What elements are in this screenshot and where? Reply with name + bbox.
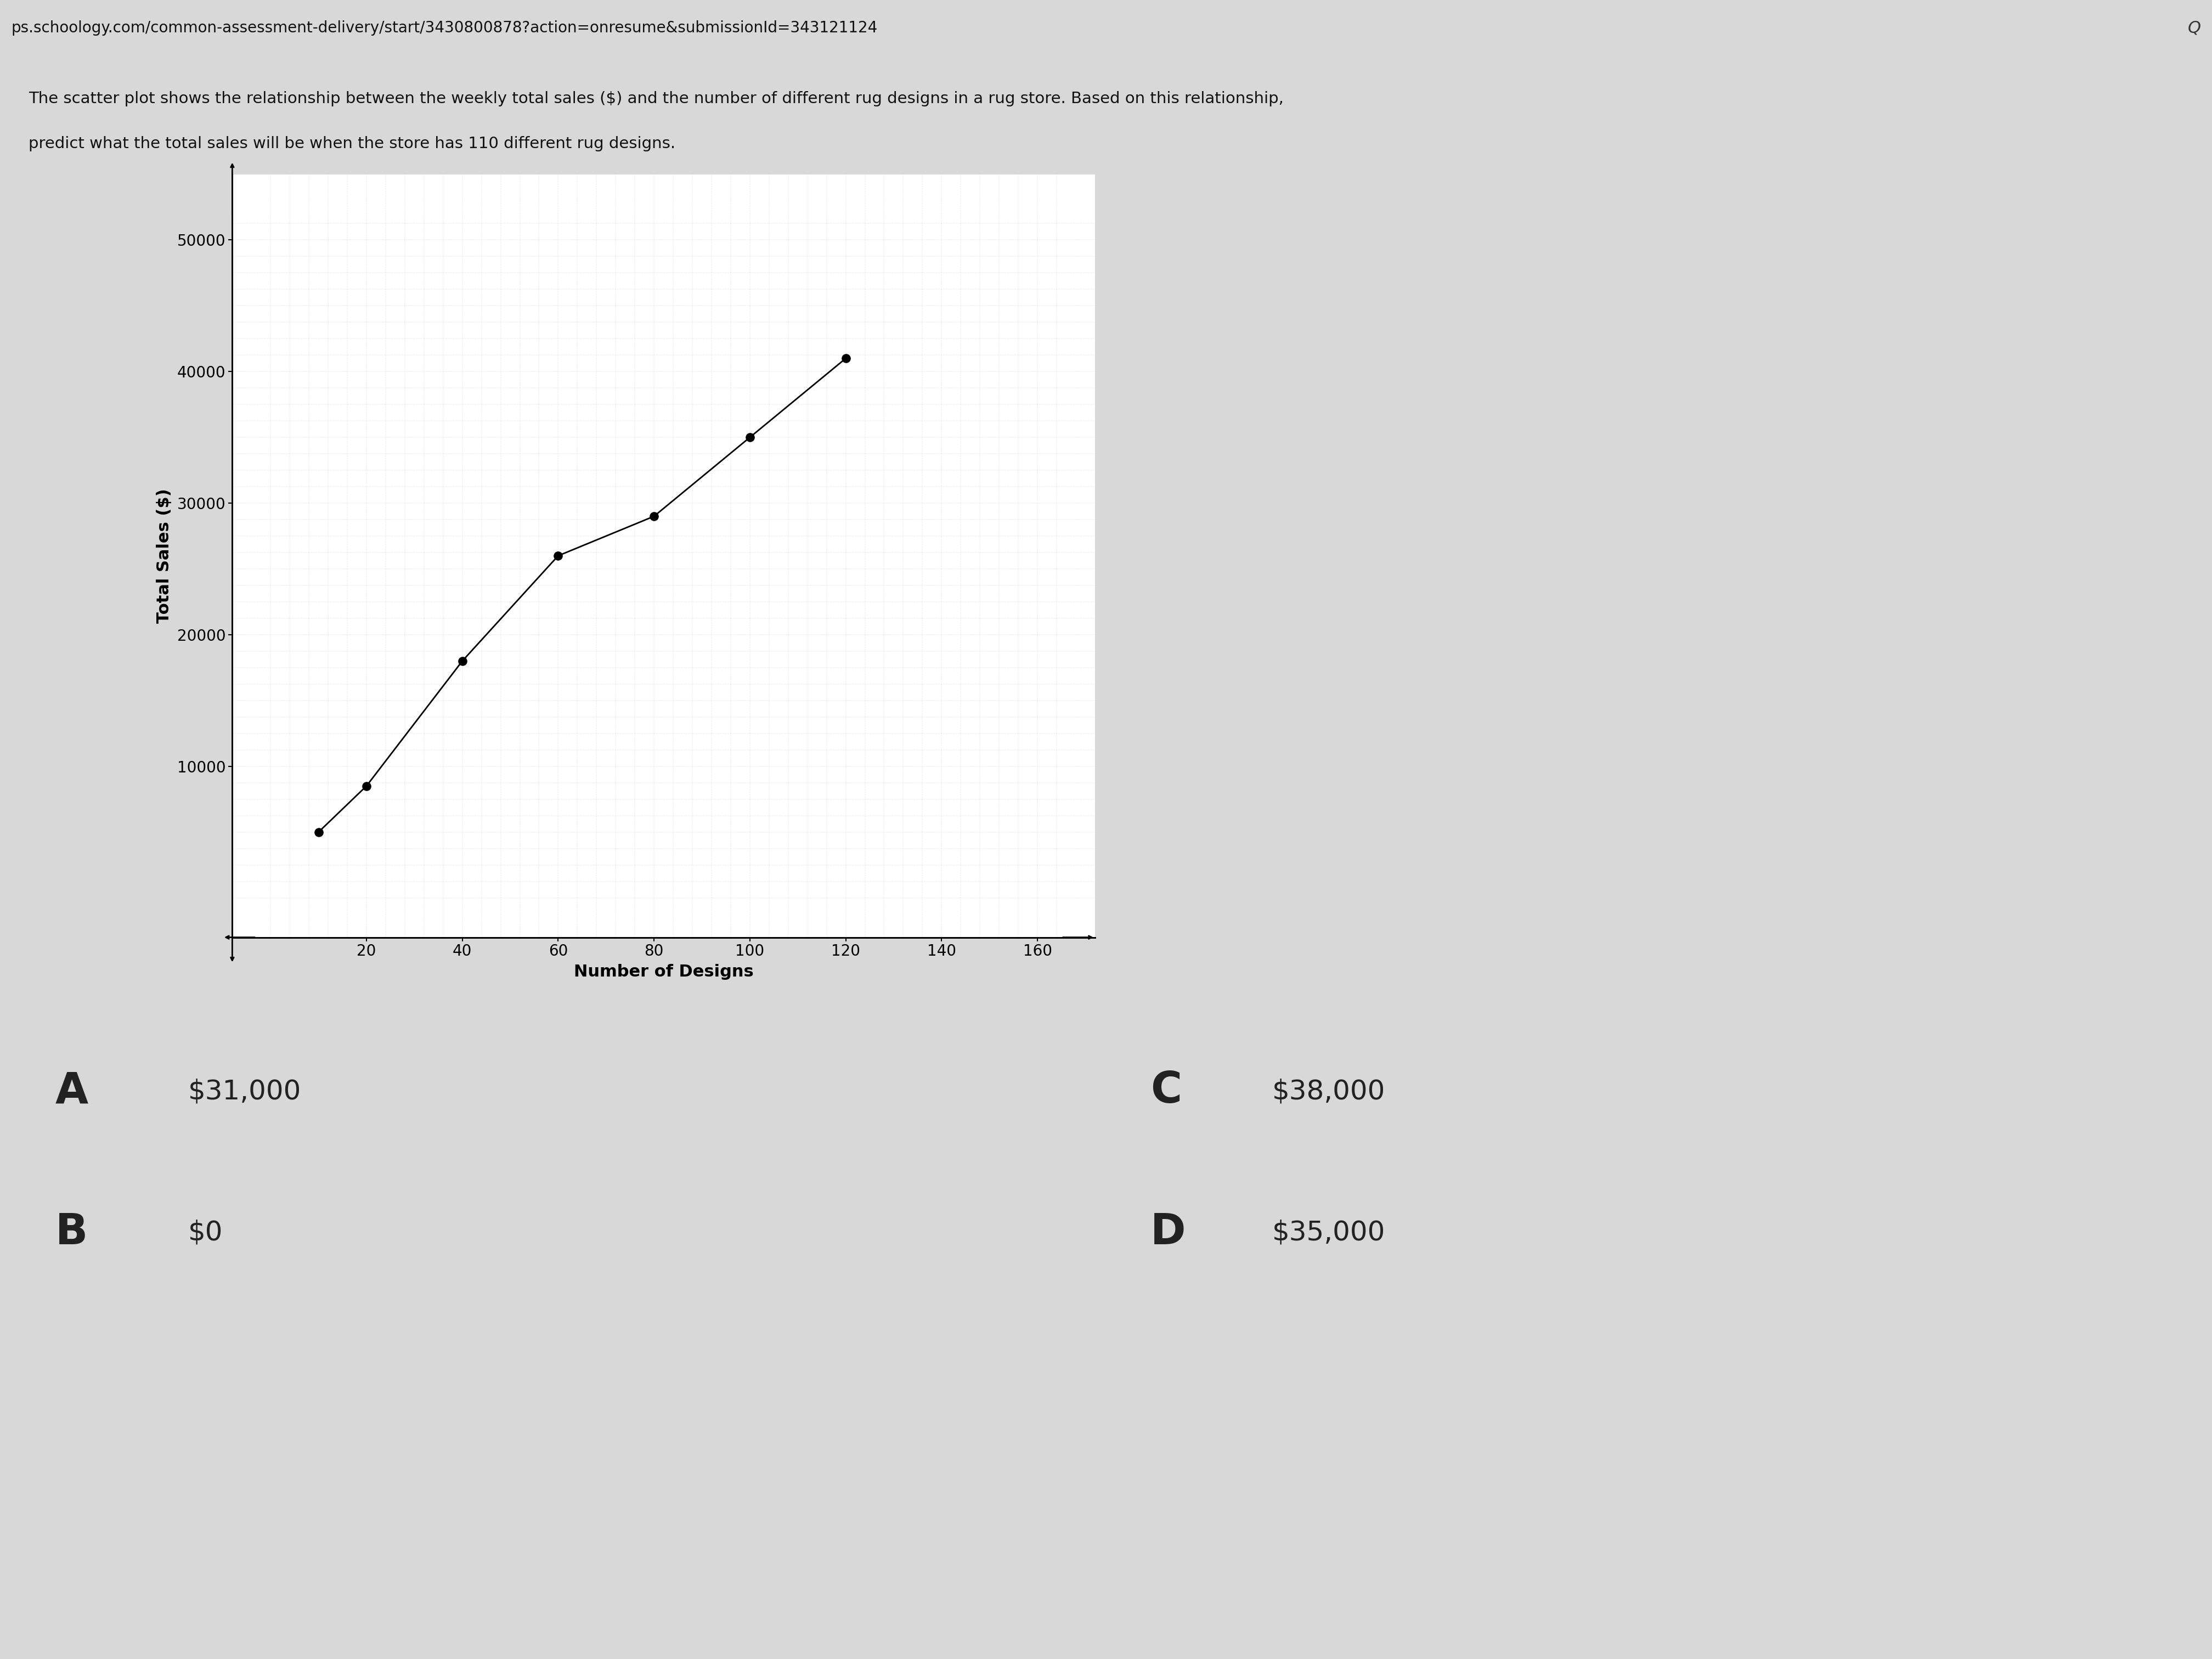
- Text: $38,000: $38,000: [1272, 1078, 1385, 1105]
- Text: B: B: [55, 1211, 88, 1253]
- Point: [637, 503, 672, 529]
- Text: The scatter plot shows the relationship between the weekly total sales ($) and t: The scatter plot shows the relationship …: [29, 91, 1283, 106]
- Text: $0: $0: [188, 1219, 223, 1246]
- Text: $31,000: $31,000: [188, 1078, 301, 1105]
- Text: A: A: [55, 1070, 88, 1112]
- Text: C: C: [1150, 1070, 1181, 1112]
- Point: [301, 820, 336, 846]
- Point: [540, 542, 575, 569]
- X-axis label: Number of Designs: Number of Designs: [573, 964, 754, 980]
- Point: [445, 647, 480, 674]
- Text: Q: Q: [2188, 20, 2201, 36]
- Text: predict what the total sales will be when the store has 110 different rug design: predict what the total sales will be whe…: [29, 136, 675, 151]
- Point: [827, 345, 863, 372]
- Text: $35,000: $35,000: [1272, 1219, 1385, 1246]
- Text: ps.schoology.com/common-assessment-delivery/start/3430800878?action=onresume&sub: ps.schoology.com/common-assessment-deliv…: [11, 20, 878, 36]
- Point: [349, 773, 385, 800]
- Text: D: D: [1150, 1211, 1186, 1253]
- Y-axis label: Total Sales ($): Total Sales ($): [157, 488, 173, 624]
- Point: [732, 425, 768, 451]
